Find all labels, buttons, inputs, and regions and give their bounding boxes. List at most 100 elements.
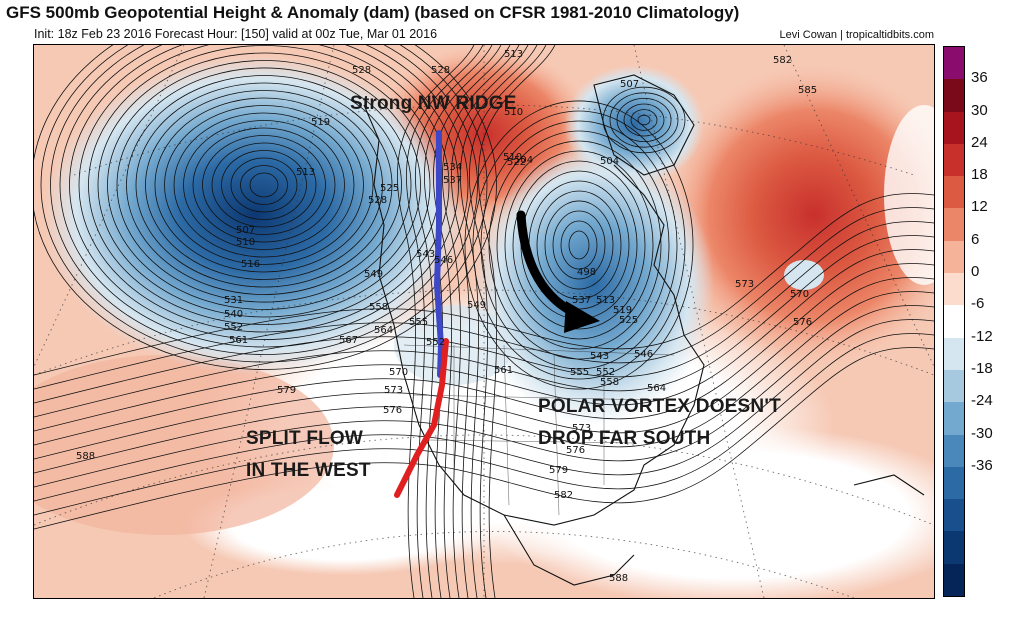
vortex-arrowhead — [564, 301, 600, 333]
annotation-nw-ridge: Strong NW RIDGE — [350, 93, 517, 114]
contour-label: 519 — [311, 117, 330, 128]
contour-label: 522 — [507, 157, 526, 168]
colorbar-segment — [944, 305, 964, 339]
height-contour — [230, 157, 298, 213]
height-contour — [183, 120, 345, 250]
annotation-split-flow-line1: SPLIT FLOW — [246, 428, 364, 449]
contour-label: 504 — [600, 156, 619, 167]
contour-label: 513 — [296, 167, 315, 178]
height-contour — [221, 150, 307, 220]
colorbar-tick-label: 18 — [971, 166, 988, 184]
height-contour — [496, 140, 662, 350]
contour-label: 555 — [409, 317, 428, 328]
colorbar-tick-label: 6 — [971, 230, 980, 248]
contour-label: 555 — [570, 367, 589, 378]
height-contour — [50, 45, 478, 355]
contour-label: 588 — [76, 451, 95, 462]
ridge-axis-line — [433, 130, 445, 378]
contour-label: 570 — [790, 289, 809, 300]
height-contour — [536, 190, 622, 300]
contour-label: 558 — [600, 377, 619, 388]
contour-label: 582 — [773, 55, 792, 66]
contour-label: 552 — [224, 322, 243, 333]
contour-label: 576 — [566, 445, 585, 456]
height-contour — [442, 45, 520, 598]
height-contour — [34, 207, 934, 390]
height-contour — [34, 277, 934, 460]
contour-label: 576 — [793, 317, 812, 328]
contour-label: 564 — [647, 383, 666, 394]
height-contour — [512, 160, 646, 330]
height-contour — [397, 45, 475, 598]
height-contour — [59, 45, 469, 348]
colorbar-segment — [944, 208, 964, 242]
colorbar-tick-label: -24 — [971, 392, 993, 410]
height-contour — [460, 45, 538, 598]
contour-label: 567 — [339, 335, 358, 346]
height-contour — [34, 333, 934, 516]
contour-label: 561 — [229, 335, 248, 346]
contour-label: 510 — [236, 237, 255, 248]
contour-label: 561 — [494, 365, 513, 376]
height-contour — [211, 142, 317, 228]
chart-subtitle: Init: 18z Feb 23 2016 Forecast Hour: [15… — [34, 27, 438, 41]
contour-label: 507 — [236, 225, 255, 236]
contour-label: 525 — [619, 315, 638, 326]
height-contour — [602, 86, 686, 154]
contour-label: 528 — [368, 195, 387, 206]
height-contour — [145, 90, 383, 280]
contour-label: 558 — [369, 302, 388, 313]
colorbar-segment — [944, 176, 964, 209]
contour-label: 537 — [572, 295, 591, 306]
height-contour — [406, 45, 484, 598]
height-contour — [544, 200, 614, 290]
contour-label: 585 — [798, 85, 817, 96]
colorbar-tick-label: -12 — [971, 327, 993, 345]
colorbar-tick-label: -18 — [971, 359, 993, 377]
contour-label: 498 — [577, 267, 596, 278]
height-contour — [107, 60, 421, 310]
height-contour — [560, 220, 598, 270]
contour-label: 549 — [467, 300, 486, 311]
contour-label: 525 — [380, 183, 399, 194]
height-contour — [469, 45, 547, 598]
height-contour — [415, 45, 493, 598]
colorbar-segment — [944, 499, 964, 532]
colorbar-tick-label: -36 — [971, 456, 993, 474]
height-contour — [433, 45, 511, 598]
height-contour — [40, 45, 488, 363]
contour-label: 552 — [596, 367, 615, 378]
contour-label: 528 — [352, 65, 371, 76]
map-panel: 513 528 528 519 510 507 513 522 525 528 504 507 510 5… — [33, 44, 935, 599]
contour-label: 534 — [443, 162, 462, 173]
contour-label: 510 — [503, 152, 522, 163]
height-contour — [164, 105, 364, 265]
contour-label: 528 — [431, 65, 450, 76]
height-contour — [637, 114, 651, 126]
contour-label: 510 — [504, 107, 523, 118]
annotation-polar-vortex-line1: POLAR VORTEX DOESN'T — [538, 396, 781, 417]
colorbar-segment — [944, 47, 964, 80]
colorbar-segment — [944, 143, 964, 177]
contour-label: 564 — [374, 325, 393, 336]
height-contour — [504, 150, 654, 340]
height-contour — [249, 172, 279, 198]
colorbar-segment — [944, 240, 964, 274]
anomaly-colorbar — [943, 46, 965, 597]
contour-label: 588 — [609, 573, 628, 584]
contour-label: 570 — [389, 367, 408, 378]
height-contour — [552, 210, 606, 280]
contour-label: 579 — [549, 465, 568, 476]
contour-label: 573 — [572, 423, 591, 434]
contour-label: 519 — [613, 305, 632, 316]
credit-text: Levi Cowan | tropicaltidbits.com — [779, 29, 934, 41]
colorbar-tick-label: -6 — [971, 295, 985, 313]
height-contour — [34, 263, 934, 446]
height-contour — [568, 230, 590, 260]
contour-label: 516 — [241, 259, 260, 270]
height-contour — [630, 109, 658, 131]
contour-label: 579 — [277, 385, 296, 396]
colorbar-tick-label: 12 — [971, 198, 988, 216]
height-contour — [34, 291, 934, 474]
